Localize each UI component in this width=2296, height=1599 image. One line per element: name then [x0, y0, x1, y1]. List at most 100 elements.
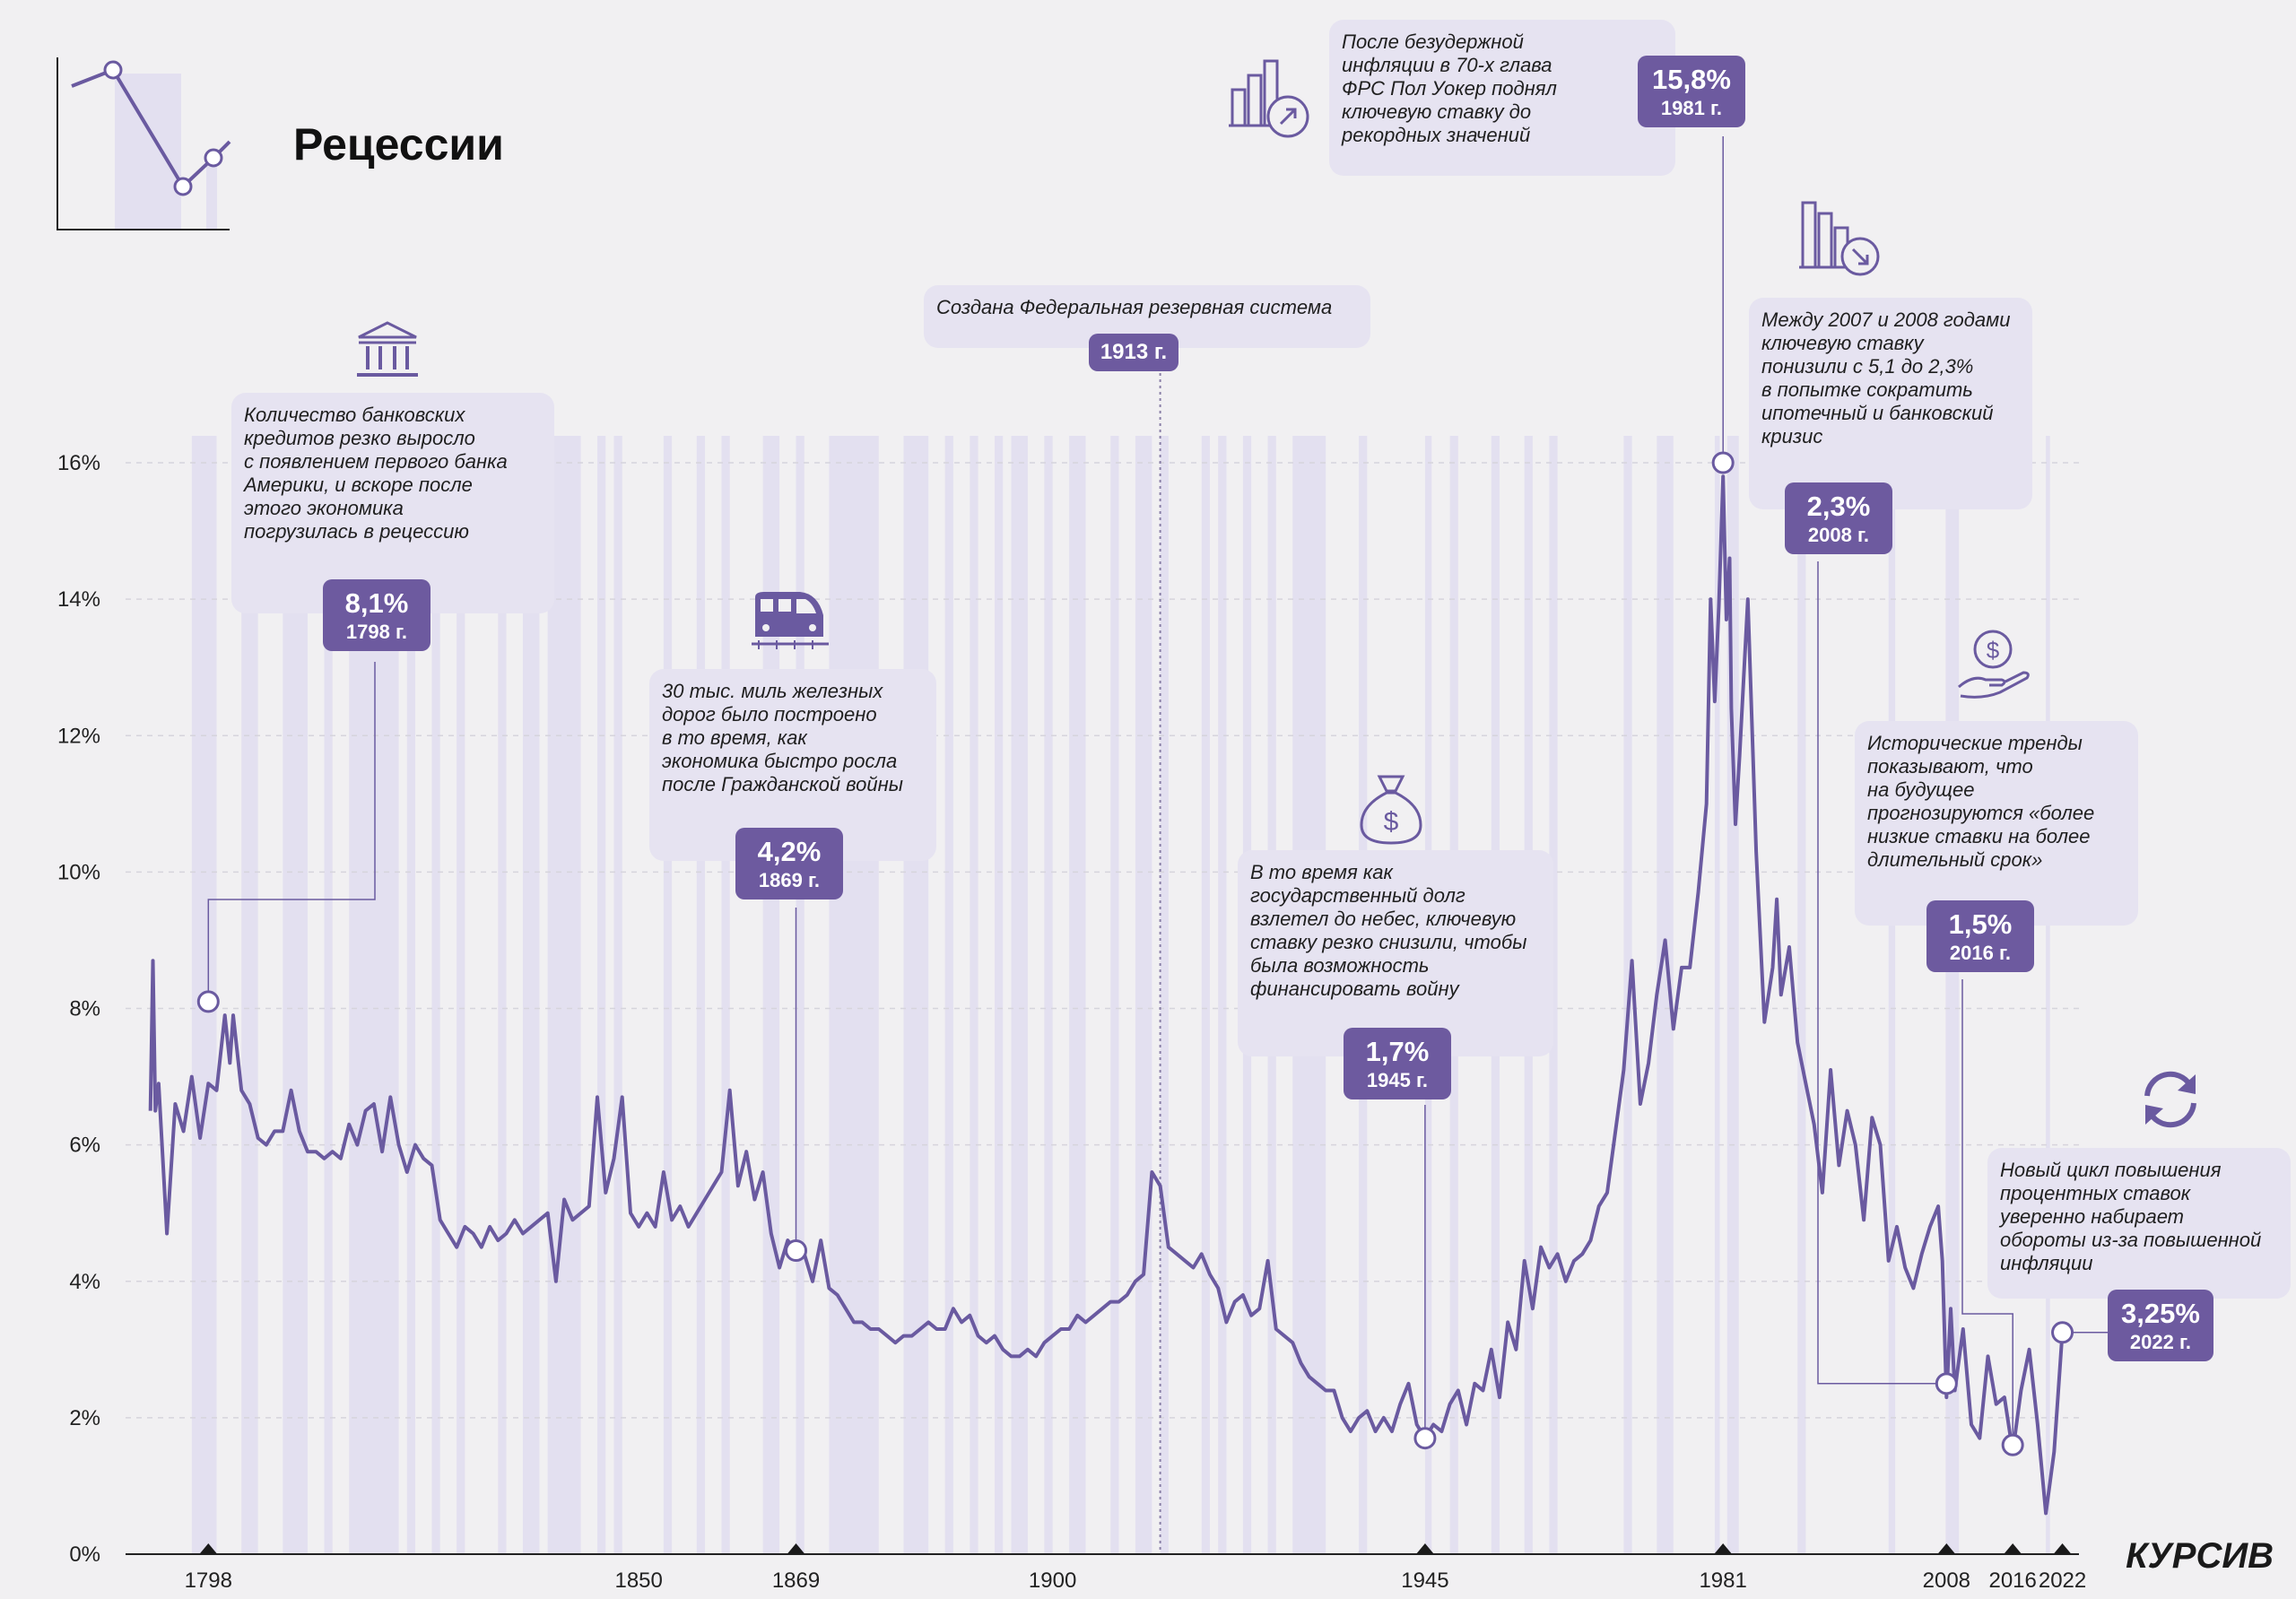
x-tick-label: 2022: [2039, 1569, 2086, 1593]
recession-band-18: [829, 436, 879, 1554]
x-marker-1945: [1415, 1543, 1434, 1554]
annotation-1945-year: 1945 г.: [1366, 1069, 1429, 1091]
recession-band-24: [1044, 436, 1053, 1554]
recession-band-30: [1218, 436, 1227, 1554]
annotation-2022-text: Новый цикл повышения процентных ставок у…: [1987, 1148, 2291, 1299]
recession-band-28: [1160, 436, 1169, 1554]
highlight-point-2022: [2051, 1321, 2074, 1344]
y-tick-label: 6%: [69, 1134, 100, 1158]
y-tick-label: 14%: [57, 587, 100, 612]
train-icon: [752, 592, 829, 649]
x-marker-2016: [2004, 1543, 2022, 1554]
annotation-1913-year: 1913 г.: [1089, 334, 1178, 371]
svg-text:$: $: [1384, 807, 1399, 837]
recession-band-8: [498, 436, 507, 1554]
recession-band-47: [2046, 436, 2050, 1554]
recession-band-25: [1069, 436, 1086, 1554]
annotation-1945-value: 1,7%: [1365, 1036, 1430, 1067]
money-hand-icon: $: [1958, 630, 2030, 699]
recession-band-5: [406, 436, 416, 1554]
chart-up-icon: [1229, 59, 1309, 138]
recession-band-13: [663, 436, 673, 1554]
x-tick-label: 2008: [1923, 1569, 1970, 1593]
chart-down-icon: [1799, 201, 1880, 276]
annotation-1869-year: 1869 г.: [758, 869, 821, 891]
annotation-2022-badge: 3,25% 2022 г.: [2108, 1290, 2213, 1361]
recession-band-2: [283, 436, 309, 1554]
recession-band-26: [1110, 436, 1119, 1554]
x-tick-labels: 1798 1850 1869 1900 1945 1981 2008 2016 2022: [185, 1543, 2086, 1593]
recession-band-9: [522, 436, 540, 1554]
annotation-2008-value: 2,3%: [1806, 491, 1871, 522]
annotation-2016-badge: 1,5% 2016 г.: [1926, 900, 2034, 972]
recession-band-3: [324, 436, 333, 1554]
annotation-1869-text: 30 тыс. миль железных дорог было построе…: [649, 669, 936, 861]
highlight-points: [196, 451, 2074, 1456]
recession-band-10: [547, 436, 581, 1554]
recession-band-6: [431, 436, 440, 1554]
recession-band-45: [1888, 436, 1896, 1554]
recession-logo-icon: [57, 57, 231, 230]
annotation-2016-value: 1,5%: [1948, 908, 2013, 940]
recession-band-1: [241, 436, 258, 1554]
recession-band-44: [1797, 436, 1806, 1554]
recession-band-11: [597, 436, 606, 1554]
annotation-2008-badge: 2,3% 2008 г.: [1785, 482, 1892, 554]
highlight-point-1981: [1711, 451, 1735, 474]
recession-band-27: [1135, 436, 1152, 1554]
annotation-1798-year: 1798 г.: [345, 621, 408, 643]
x-tick-label: 1945: [1401, 1569, 1448, 1593]
recession-band-42: [1714, 436, 1720, 1554]
x-tick-label: 1798: [185, 1569, 232, 1593]
recession-band-19: [903, 436, 929, 1554]
highlight-point-2008: [1935, 1372, 1958, 1395]
annotation-1798-text: Количество банковских кредитов резко выр…: [231, 393, 554, 613]
connector-0: [207, 662, 376, 1002]
annotation-1981-value: 15,8%: [1652, 64, 1731, 95]
recession-band-7: [457, 436, 465, 1554]
annotation-1869-badge: 4,2% 1869 г.: [735, 828, 843, 899]
y-tick-label: 16%: [57, 451, 100, 475]
annotation-2022-value: 3,25%: [2121, 1298, 2200, 1329]
y-tick-label: 8%: [69, 997, 100, 1021]
annotation-2008-year: 2008 г.: [1807, 524, 1870, 546]
x-marker-2022: [2053, 1543, 2072, 1554]
brand-logo: КУРСИВ: [2126, 1536, 2274, 1576]
recession-band-17: [796, 436, 804, 1554]
x-marker-1981: [1714, 1543, 1733, 1554]
highlight-point-1945: [1413, 1427, 1437, 1450]
annotation-1913-text: Создана Федеральная резервная система: [924, 285, 1370, 348]
x-tick-label: 1981: [1699, 1569, 1746, 1593]
recession-band-23: [1011, 436, 1028, 1554]
x-tick-label: 1900: [1029, 1569, 1076, 1593]
x-tick-label: 1869: [772, 1569, 820, 1593]
y-tick-label: 10%: [57, 860, 100, 884]
recession-band-22: [995, 436, 1004, 1554]
y-tick-label: 4%: [69, 1270, 100, 1294]
svg-text:$: $: [1987, 637, 2000, 664]
page-title: Рецессии: [293, 119, 504, 169]
x-marker-1869: [787, 1543, 805, 1554]
recession-band-14: [696, 436, 706, 1554]
annotation-connectors: [207, 136, 2108, 1446]
y-tick-label: 2%: [69, 1406, 100, 1430]
x-marker-2008: [1937, 1543, 1956, 1554]
x-tick-label: 1850: [614, 1569, 662, 1593]
annotation-1981-text: После безудержной инфляции в 70-х глава …: [1329, 20, 1675, 176]
recession-band-46: [1945, 436, 1960, 1554]
annotation-1798-value: 8,1%: [344, 587, 409, 619]
recession-band-29: [1201, 436, 1210, 1554]
recession-band-20: [944, 436, 953, 1554]
connector-4: [1817, 561, 1947, 1385]
annotation-2016-text: Исторические тренды показывают, что на б…: [1855, 721, 2138, 926]
annotation-2016-year: 2016 г.: [1949, 942, 2012, 964]
bank-icon: [357, 321, 418, 377]
highlight-point-1798: [196, 990, 220, 1013]
annotation-1981-badge: 15,8% 1981 г.: [1638, 56, 1745, 127]
recession-band-12: [613, 436, 622, 1554]
annotation-1945-text: В то время как государственный долг взле…: [1238, 850, 1553, 1056]
annotation-1945-badge: 1,7% 1945 г.: [1344, 1028, 1451, 1099]
connector-5: [1961, 979, 2013, 1446]
highlight-point-2016: [2001, 1433, 2024, 1456]
